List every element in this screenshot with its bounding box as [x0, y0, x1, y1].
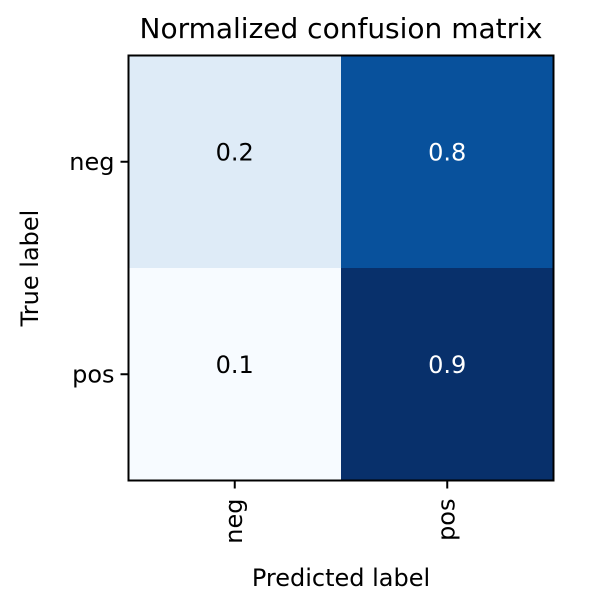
- x-axis-tick-label: neg: [220, 499, 248, 544]
- heatmap-cells: [128, 55, 554, 481]
- y-axis-tick-label: pos: [72, 360, 114, 388]
- heatmap-cell: [128, 268, 341, 481]
- heatmap-cell-labels: 0.2 0.8 0.1 0.9: [216, 138, 467, 379]
- heatmap-cell-label: 0.2: [216, 138, 254, 166]
- x-axis-tick-label: pos: [432, 499, 460, 541]
- heatmap-cell: [341, 55, 554, 268]
- heatmap-cell-label: 0.9: [428, 351, 466, 379]
- heatmap-cell: [128, 55, 341, 268]
- y-axis-tick-label: neg: [69, 148, 114, 176]
- heatmap-cell-label: 0.1: [216, 351, 254, 379]
- x-axis-label: Predicted label: [252, 564, 430, 592]
- plot-frame: [127, 54, 555, 482]
- y-axis-ticks: neg pos: [69, 148, 129, 388]
- x-axis-ticks: neg pos: [220, 480, 460, 544]
- heatmap-cell: [341, 268, 554, 481]
- heatmap-cell-label: 0.8: [428, 138, 466, 166]
- chart-title: Normalized confusion matrix: [140, 12, 543, 45]
- y-axis-label: True label: [16, 210, 44, 328]
